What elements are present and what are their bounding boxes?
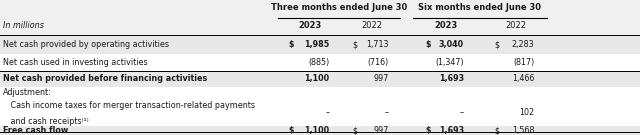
Text: 1,693: 1,693 [439,126,464,135]
Text: (716): (716) [367,58,388,67]
Text: Cash income taxes for merger transaction-related payments: Cash income taxes for merger transaction… [3,101,255,110]
Text: 1,985: 1,985 [305,40,330,49]
Text: $: $ [288,126,294,135]
Text: 1,466: 1,466 [512,75,534,83]
Text: In millions: In millions [3,21,44,30]
Text: 2022: 2022 [506,21,527,30]
Text: $: $ [426,40,431,49]
Bar [0,35,640,54]
Text: $: $ [495,40,500,49]
Text: 1,100: 1,100 [305,126,330,135]
Text: $: $ [495,126,500,135]
Text: 2023: 2023 [299,21,322,30]
Text: 1,713: 1,713 [366,40,388,49]
Bar [0,54,640,71]
Text: (1,347): (1,347) [435,58,464,67]
Text: $: $ [288,40,294,49]
Text: 2023: 2023 [435,21,458,30]
Bar [0,126,640,135]
Text: (817): (817) [513,58,534,67]
Text: –: – [385,108,388,117]
Text: Net cash provided before financing activities: Net cash provided before financing activ… [3,75,207,83]
Text: $: $ [352,40,357,49]
Text: 1,693: 1,693 [439,75,464,83]
Text: $: $ [426,126,431,135]
Bar [0,99,640,126]
Text: 102: 102 [519,108,534,117]
Text: 1,100: 1,100 [305,75,330,83]
Text: 997: 997 [373,126,388,135]
Text: Three months ended June 30: Three months ended June 30 [271,3,407,12]
Text: Adjustment:: Adjustment: [3,88,52,97]
Text: Net cash provided by operating activities: Net cash provided by operating activitie… [3,40,169,49]
Text: and cash receipts⁽¹⁾: and cash receipts⁽¹⁾ [3,117,89,126]
Text: 2022: 2022 [362,21,382,30]
Text: 1,568: 1,568 [512,126,534,135]
Text: (885): (885) [308,58,330,67]
Text: –: – [460,108,464,117]
Bar [0,87,640,99]
Text: 2,283: 2,283 [512,40,534,49]
Text: $: $ [352,126,357,135]
Text: 997: 997 [373,75,388,83]
Bar [0,71,640,87]
Text: Free cash flow: Free cash flow [3,126,68,135]
Bar [0,0,640,35]
Text: –: – [326,108,330,117]
Text: 3,040: 3,040 [439,40,464,49]
Text: Six months ended June 30: Six months ended June 30 [419,3,541,12]
Text: Net cash used in investing activities: Net cash used in investing activities [3,58,148,67]
